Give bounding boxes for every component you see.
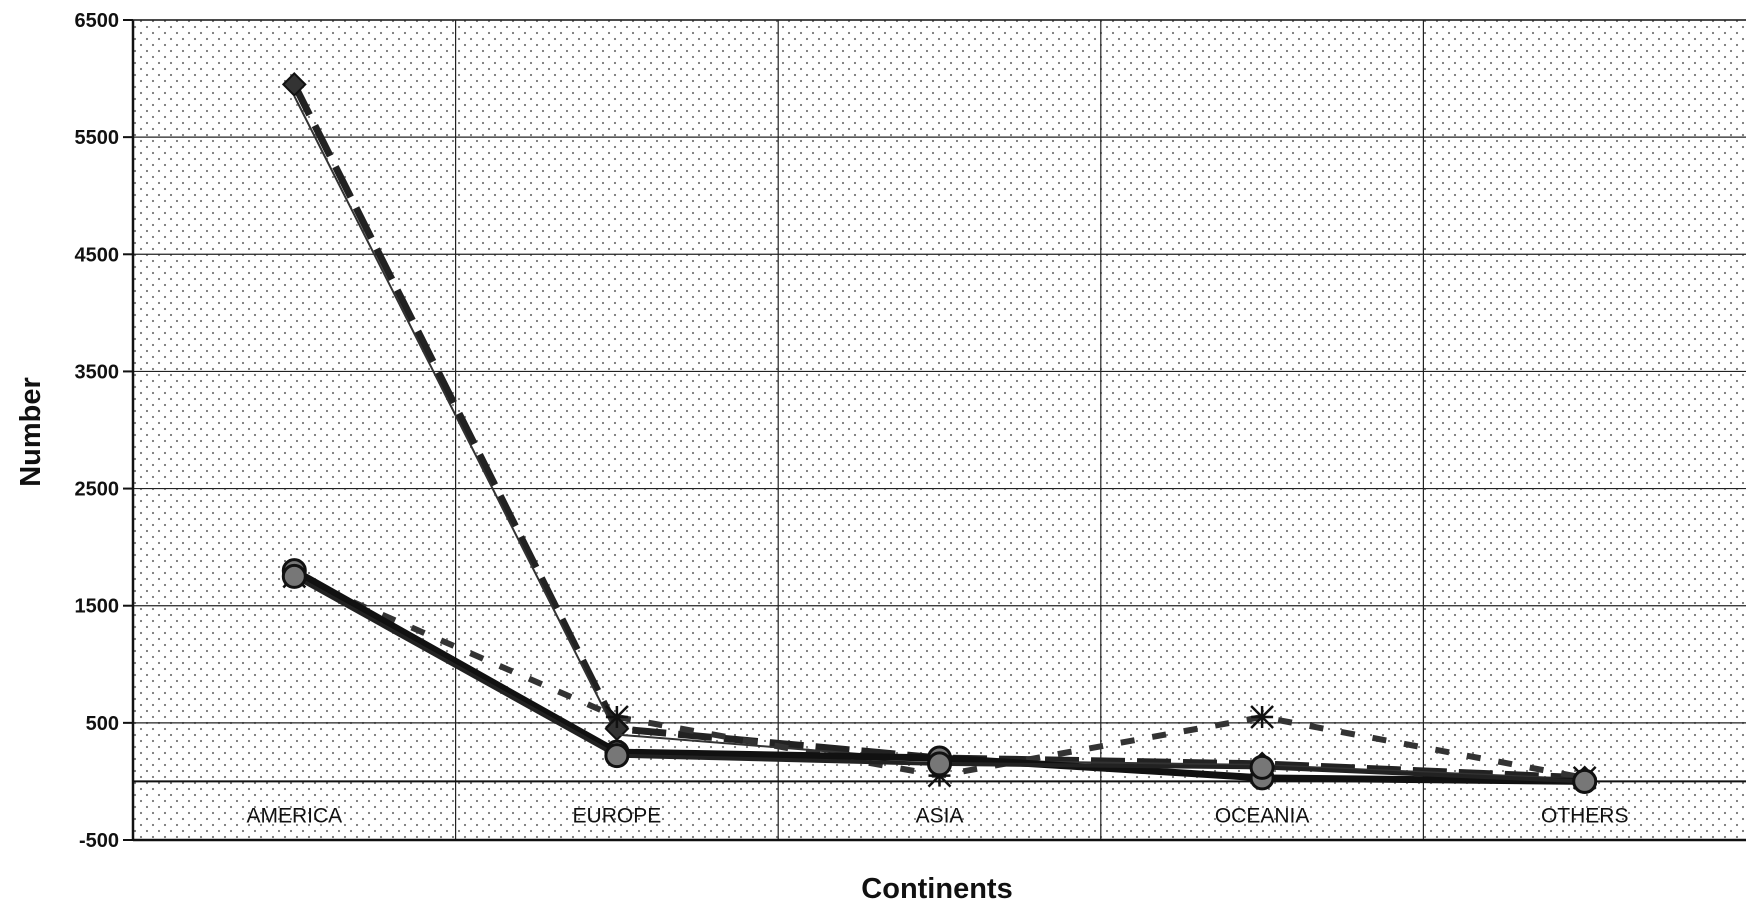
y-tick-label: 5500: [75, 127, 120, 149]
y-axis-title: Number: [15, 377, 47, 487]
y-tick-label: -500: [79, 830, 119, 852]
y-tick-label: 1500: [75, 596, 120, 618]
plot-area-background: [133, 20, 1746, 840]
x-tick-label: OTHERS: [1541, 804, 1629, 827]
data-point-circle: [927, 751, 952, 777]
y-tick-label: 500: [86, 713, 119, 735]
x-tick-label: AMERICA: [246, 804, 342, 827]
data-point-circle: [1249, 754, 1275, 780]
data-series: [281, 72, 1598, 794]
y-tick-label: 3500: [75, 361, 120, 383]
axis-labels: -500 500 1500 2500 3500 4500 5500 6500 AMERICA EU…: [75, 10, 1629, 852]
data-point-circle: [1572, 768, 1598, 794]
x-tick-label: ASIA: [916, 804, 964, 827]
data-point-diamond: [281, 72, 307, 97]
y-tick-label: 2500: [75, 479, 120, 501]
x-axis-title: Continents: [861, 873, 1012, 905]
data-point-circle: [604, 743, 630, 769]
y-tick-label: 6500: [75, 10, 120, 32]
y-tick-label: 4500: [75, 244, 120, 266]
gridlines: [133, 19, 1746, 841]
x-tick-label: OCEANIA: [1215, 804, 1310, 827]
data-point-asterisk: [1250, 705, 1274, 729]
data-point-circle: [281, 563, 307, 589]
x-tick-label: EUROPE: [573, 804, 662, 827]
data-point-asterisk: [605, 705, 629, 729]
